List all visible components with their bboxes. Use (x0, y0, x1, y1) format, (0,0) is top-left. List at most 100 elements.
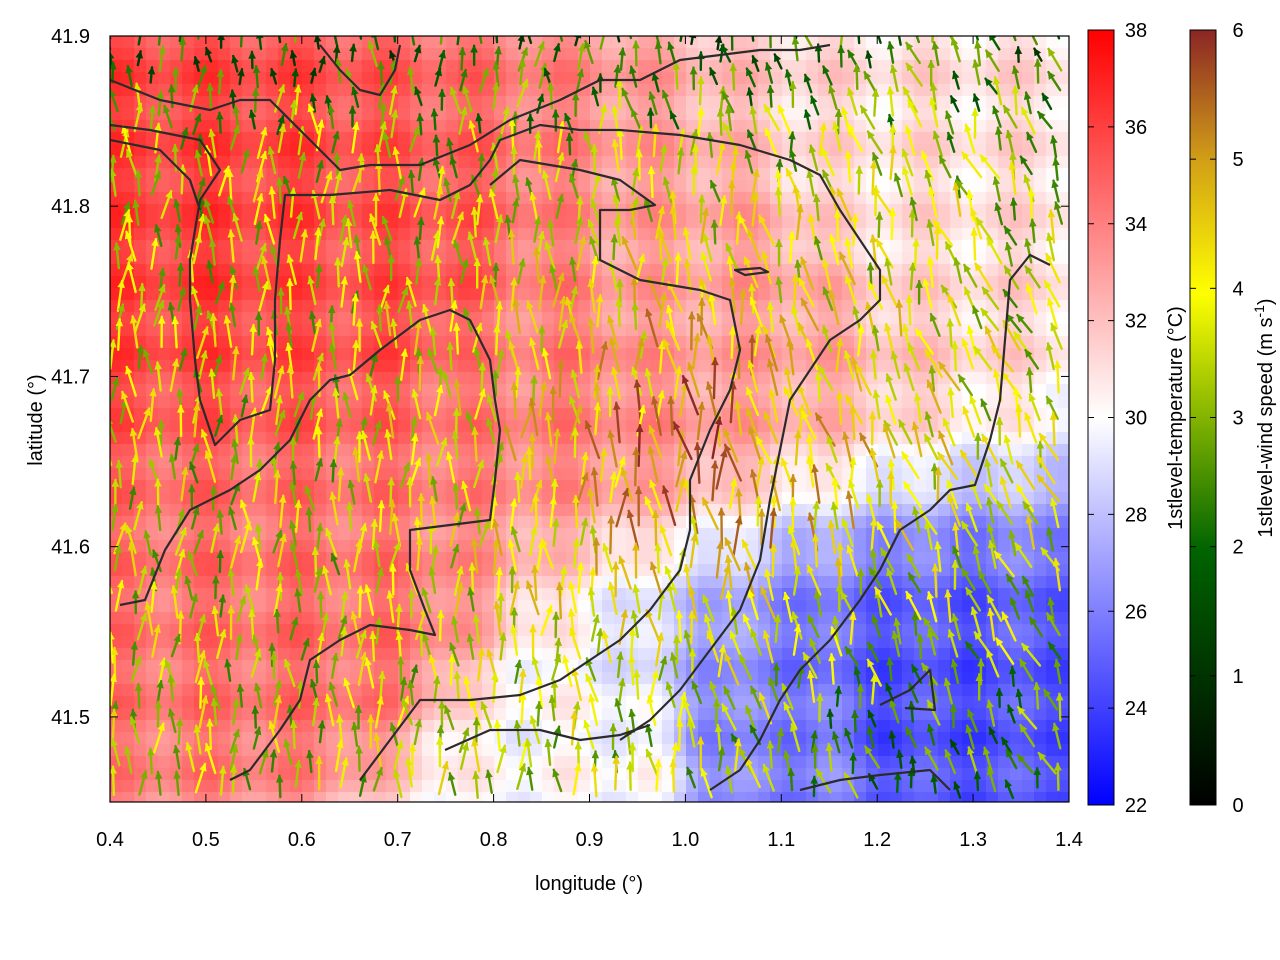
temperature-cell (902, 72, 915, 85)
temperature-cell (518, 528, 531, 541)
temperature-cell (878, 96, 891, 109)
temperature-cell (986, 120, 999, 133)
temperature-cell (170, 480, 183, 493)
temperature-cell (386, 36, 399, 49)
temperature-cell (122, 48, 135, 61)
temperature-cell (110, 720, 123, 733)
temperature-cell (578, 552, 591, 565)
temperature-cell (1010, 732, 1023, 745)
temperature-cell (758, 516, 771, 529)
temperature-cell (422, 744, 435, 757)
temperature-cell (506, 744, 519, 757)
temperature-cell (818, 528, 831, 541)
temperature-cell (734, 156, 747, 169)
temperature-cell (158, 180, 171, 193)
temperature-cell (1046, 60, 1059, 73)
temperature-cell (758, 96, 771, 109)
temperature-cell (134, 396, 147, 409)
temperature-cell (698, 708, 711, 721)
temperature-cell (506, 456, 519, 469)
temperature-cell (866, 216, 879, 229)
temperature-cell (302, 300, 315, 313)
temperature-cell (662, 720, 675, 733)
temperature-cell (710, 276, 723, 289)
temperature-cell (890, 96, 903, 109)
temperature-cell (542, 36, 555, 49)
temperature-cell (806, 60, 819, 73)
temperature-cell (206, 396, 219, 409)
temperature-cell (278, 72, 291, 85)
temperature-cell (134, 480, 147, 493)
temperature-cell (470, 72, 483, 85)
temperature-cell (842, 696, 855, 709)
temperature-cell (338, 348, 351, 361)
temperature-cell (830, 36, 843, 49)
temperature-cell (662, 744, 675, 757)
temperature-cell (1034, 228, 1047, 241)
temperature-cell (914, 480, 927, 493)
temperature-cell (518, 516, 531, 529)
temperature-cell (638, 240, 651, 253)
temperature-cell (326, 84, 339, 97)
temperature-cell (182, 36, 195, 49)
temperature-cell (338, 312, 351, 325)
temperature-cell (458, 204, 471, 217)
temperature-cell (1034, 396, 1047, 409)
temperature-cell (830, 600, 843, 613)
temperature-cell (314, 504, 327, 517)
temperature-cell (434, 660, 447, 673)
temperature-cell (422, 708, 435, 721)
temperature-cell (278, 456, 291, 469)
temperature-cell (1022, 696, 1035, 709)
temperature-cell (806, 72, 819, 85)
temperature-cell (794, 360, 807, 373)
temperature-cell (782, 108, 795, 121)
temperature-cell (698, 168, 711, 181)
temperature-cell (134, 72, 147, 85)
temperature-cell (554, 228, 567, 241)
temperature-cell (938, 576, 951, 589)
temperature-cell (302, 84, 315, 97)
temperature-cell (638, 756, 651, 769)
temperature-cell (770, 84, 783, 97)
temperature-cell (638, 168, 651, 181)
temperature-cell (686, 60, 699, 73)
temperature-cell (734, 36, 747, 49)
temperature-cell (938, 696, 951, 709)
temperature-cell (806, 36, 819, 49)
temperature-cell (134, 672, 147, 685)
temperature-cell (998, 192, 1011, 205)
temperature-cell (974, 732, 987, 745)
temperature-cell (854, 48, 867, 61)
temperature-cell (218, 216, 231, 229)
temperature-cell (842, 636, 855, 649)
temperature-cell (662, 72, 675, 85)
temperature-cell (722, 168, 735, 181)
temperature-cell (734, 576, 747, 589)
temperature-cell (878, 60, 891, 73)
temperature-cell (854, 636, 867, 649)
temperature-cell (794, 768, 807, 781)
temperature-cell (170, 732, 183, 745)
temperature-cell (158, 348, 171, 361)
temperature-cell (998, 720, 1011, 733)
temperature-cell (398, 132, 411, 145)
temperature-cell (782, 624, 795, 637)
temperature-cell (506, 36, 519, 49)
temperature-cell (578, 156, 591, 169)
temperature-cell (518, 504, 531, 517)
temperature-cell (326, 744, 339, 757)
temperature-cell (290, 468, 303, 481)
temperature-cell (242, 96, 255, 109)
temperature-cell (1058, 180, 1069, 193)
temperature-cell (542, 132, 555, 145)
temperature-cell (650, 204, 663, 217)
temperature-cell (338, 264, 351, 277)
temperature-cell (986, 216, 999, 229)
temperature-cell (182, 408, 195, 421)
temperature-cell (458, 528, 471, 541)
temperature-cell (950, 216, 963, 229)
temperature-cell (782, 276, 795, 289)
temperature-cell (974, 708, 987, 721)
temperature-cell (854, 504, 867, 517)
